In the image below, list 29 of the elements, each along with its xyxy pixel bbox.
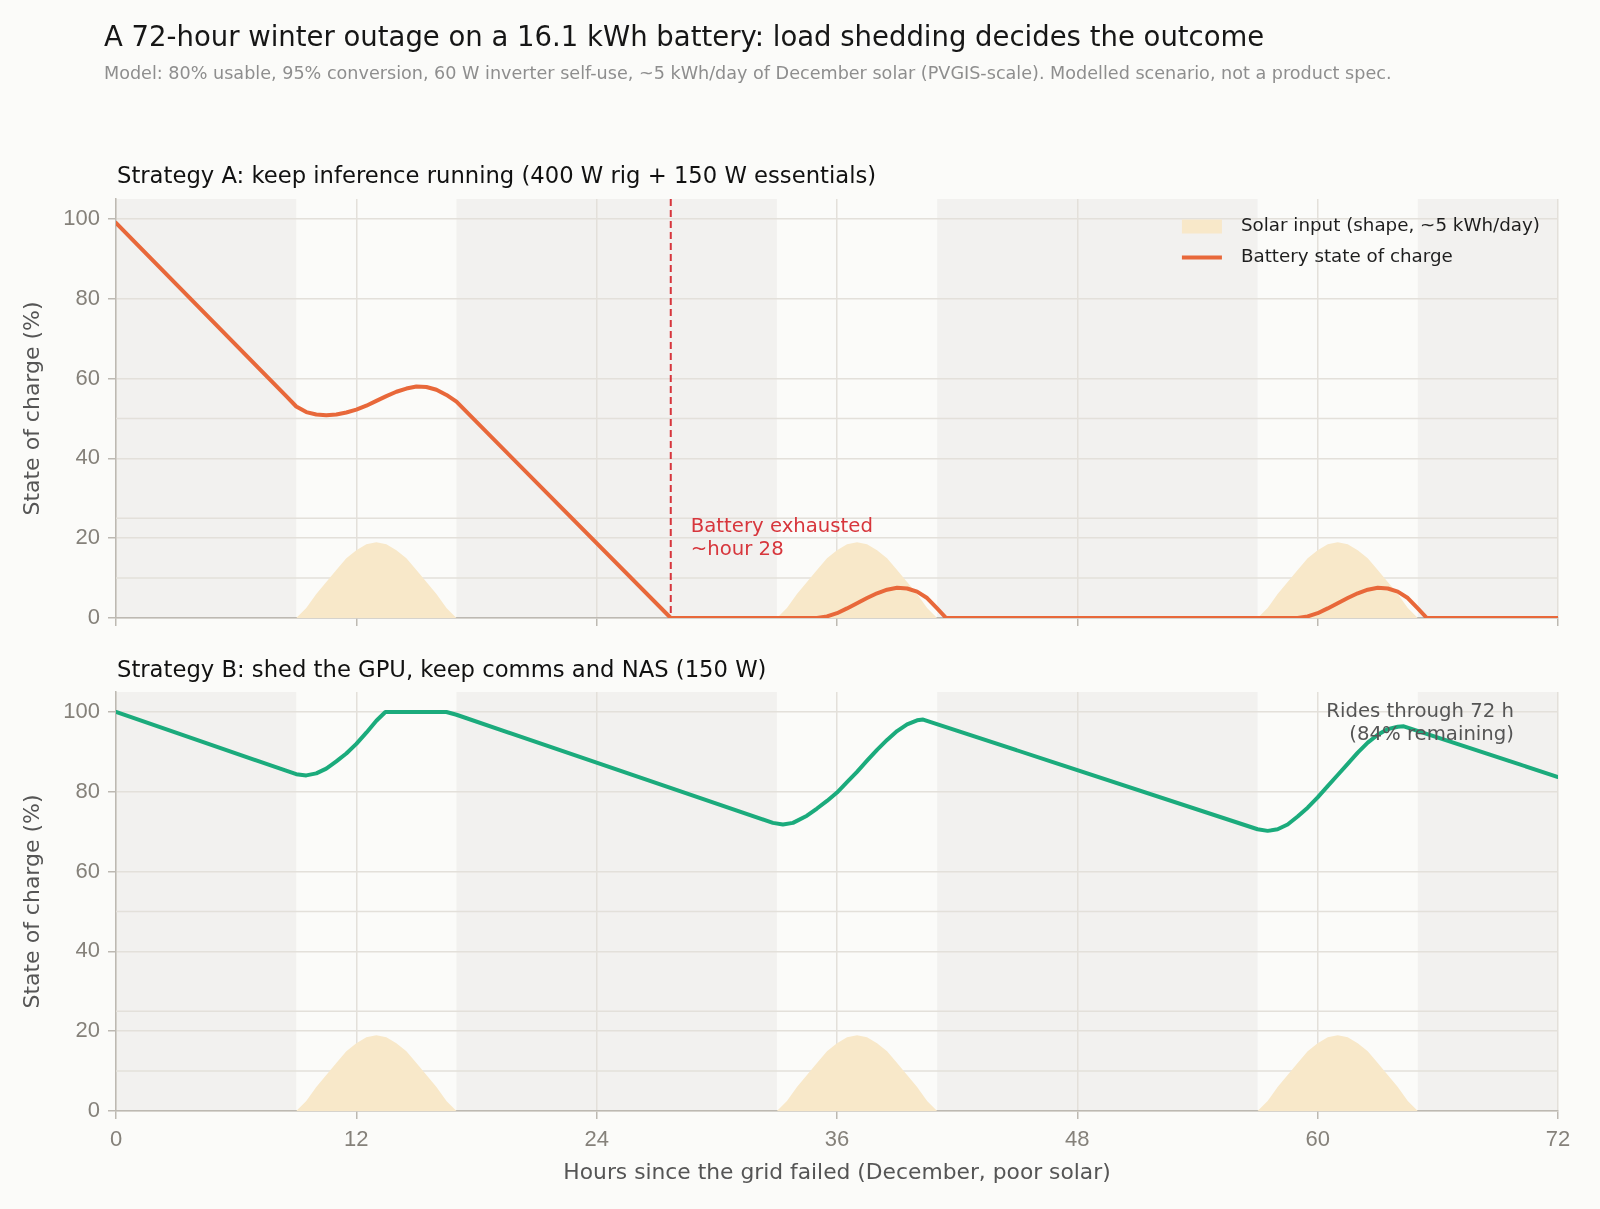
x-axis-title: Hours since the grid failed (December, poor solar) [563, 1158, 1111, 1184]
y-tick-label: 20 [75, 524, 100, 550]
x-tick-label: 12 [344, 1126, 369, 1152]
y-axis-title: State of charge (%) [18, 301, 44, 516]
y-tick-label: 0 [87, 1097, 100, 1123]
y-tick-label: 60 [75, 364, 100, 390]
chart-subtitle: Model: 80% usable, 95% conversion, 60 W inverter self-use, ~5 kWh/day of December solar (PVGIS-scale). Modelled scenario, not a product spec. [104, 62, 1392, 84]
x-tick-label: 72 [1545, 1126, 1571, 1152]
y-axis-title: State of charge (%) [18, 794, 44, 1009]
y-tick-label: 20 [75, 1017, 100, 1043]
y-tick-label: 100 [63, 205, 100, 231]
text: Strategy A: keep inference running (400 W rig + 150 W essentials) [117, 161, 877, 190]
y-tick-label: 80 [75, 284, 100, 310]
legend-label: Battery state of charge [1240, 245, 1453, 267]
y-tick-label: 40 [75, 937, 100, 963]
y-tick-label: 0 [87, 604, 100, 630]
x-tick-label: 24 [584, 1126, 609, 1152]
ref-line-label: Battery exhausted ~hour 28 [690, 514, 873, 561]
x-tick-label: 0 [109, 1126, 123, 1152]
legend-label: Solar input (shape, ~5 kWh/day) [1240, 214, 1541, 236]
text: Strategy B: shed the GPU, keep comms and NAS (150 W) [117, 655, 767, 684]
y-tick-label: 80 [75, 777, 100, 803]
x-tick-label: 60 [1305, 1126, 1330, 1152]
y-tick-label: 100 [63, 698, 100, 724]
x-tick-label: 36 [824, 1126, 850, 1152]
y-tick-label: 60 [75, 857, 100, 883]
x-tick-label: 48 [1065, 1126, 1090, 1152]
chart-title: A 72-hour winter outage on a 16.1 kWh battery: load shedding decides the outcome [104, 19, 1265, 53]
y-tick-label: 40 [75, 444, 100, 470]
